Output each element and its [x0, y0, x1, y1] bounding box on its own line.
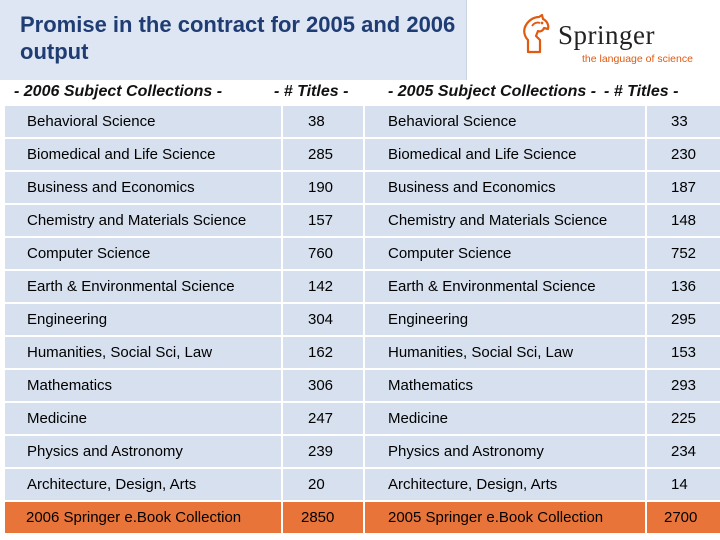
- titles-2006-cell: 157: [283, 205, 363, 236]
- subject-2006-cell: Earth & Environmental Science: [5, 271, 281, 302]
- subject-2005-cell: Engineering: [365, 304, 645, 335]
- logo-tagline: the language of science: [582, 53, 693, 65]
- table-row: Architecture, Design, Arts 20 Architectu…: [0, 469, 720, 500]
- table-row: Computer Science 760 Computer Science 75…: [0, 238, 720, 269]
- table-row: Humanities, Social Sci, Law 162 Humaniti…: [0, 337, 720, 368]
- table-row: Biomedical and Life Science 285 Biomedic…: [0, 139, 720, 170]
- titles-2005-cell: 293: [647, 370, 720, 401]
- subject-2006-cell: Mathematics: [5, 370, 281, 401]
- springer-horse-icon: [523, 14, 550, 54]
- titles-2005-cell: 230: [647, 139, 720, 170]
- subject-2006-cell: Humanities, Social Sci, Law: [5, 337, 281, 368]
- titles-2006-cell: 20: [283, 469, 363, 500]
- table-row: Behavioral Science 38 Behavioral Science…: [0, 106, 720, 137]
- table-row: Medicine 247 Medicine 225: [0, 403, 720, 434]
- subject-2006-cell: Computer Science: [5, 238, 281, 269]
- table-row: Physics and Astronomy 239 Physics and As…: [0, 436, 720, 467]
- subject-2006-cell: Biomedical and Life Science: [5, 139, 281, 170]
- table-row: Mathematics 306 Mathematics 293: [0, 370, 720, 401]
- title-box: Promise in the contract for 2005 and 200…: [0, 0, 467, 80]
- subject-2006-cell: Medicine: [5, 403, 281, 434]
- total-2006-label: 2006 Springer e.Book Collection: [5, 502, 281, 533]
- titles-2006-cell: 38: [283, 106, 363, 137]
- column-header-2006-subjects: - 2006 Subject Collections -: [14, 83, 223, 100]
- totals-row: 2006 Springer e.Book Collection 2850 200…: [0, 502, 720, 533]
- titles-2005-cell: 136: [647, 271, 720, 302]
- collections-table: Behavioral Science 38 Behavioral Science…: [0, 106, 720, 535]
- table-row: Business and Economics 190 Business and …: [0, 172, 720, 203]
- subject-2006-cell: Engineering: [5, 304, 281, 335]
- titles-2005-cell: 295: [647, 304, 720, 335]
- titles-2005-cell: 148: [647, 205, 720, 236]
- subject-2005-cell: Computer Science: [365, 238, 645, 269]
- titles-2006-cell: 190: [283, 172, 363, 203]
- subject-2005-cell: Business and Economics: [365, 172, 645, 203]
- titles-2005-cell: 153: [647, 337, 720, 368]
- subject-2005-cell: Physics and Astronomy: [365, 436, 645, 467]
- titles-2006-cell: 239: [283, 436, 363, 467]
- total-2005-titles: 2700: [647, 502, 720, 533]
- subject-2006-cell: Chemistry and Materials Science: [5, 205, 281, 236]
- titles-2006-cell: 142: [283, 271, 363, 302]
- slide-header: Promise in the contract for 2005 and 200…: [0, 0, 720, 80]
- titles-2006-cell: 162: [283, 337, 363, 368]
- subject-2005-cell: Behavioral Science: [365, 106, 645, 137]
- table-row: Engineering 304 Engineering 295: [0, 304, 720, 335]
- titles-2006-cell: 285: [283, 139, 363, 170]
- slide-title: Promise in the contract for 2005 and 200…: [20, 12, 456, 64]
- subject-2006-cell: Physics and Astronomy: [5, 436, 281, 467]
- titles-2006-cell: 760: [283, 238, 363, 269]
- subject-2006-cell: Business and Economics: [5, 172, 281, 203]
- subject-2006-cell: Architecture, Design, Arts: [5, 469, 281, 500]
- titles-2006-cell: 247: [283, 403, 363, 434]
- column-header-2005-titles: - # Titles -: [604, 83, 679, 100]
- titles-2005-cell: 234: [647, 436, 720, 467]
- subject-2005-cell: Medicine: [365, 403, 645, 434]
- titles-2006-cell: 306: [283, 370, 363, 401]
- titles-2006-cell: 304: [283, 304, 363, 335]
- titles-2005-cell: 752: [647, 238, 720, 269]
- table-row: Chemistry and Materials Science 157 Chem…: [0, 205, 720, 236]
- titles-2005-cell: 225: [647, 403, 720, 434]
- subject-2005-cell: Mathematics: [365, 370, 645, 401]
- table-row: Earth & Environmental Science 142 Earth …: [0, 271, 720, 302]
- total-2006-titles: 2850: [283, 502, 363, 533]
- total-2005-label: 2005 Springer e.Book Collection: [365, 502, 645, 533]
- subject-2005-cell: Biomedical and Life Science: [365, 139, 645, 170]
- springer-logo: Springer the language of science: [520, 14, 720, 70]
- titles-2005-cell: 33: [647, 106, 720, 137]
- column-header-2006-titles: - # Titles -: [274, 83, 349, 100]
- subject-2005-cell: Earth & Environmental Science: [365, 271, 645, 302]
- subject-2005-cell: Humanities, Social Sci, Law: [365, 337, 645, 368]
- logo-wordmark: Springer: [558, 20, 655, 50]
- titles-2005-cell: 14: [647, 469, 720, 500]
- subject-2005-cell: Architecture, Design, Arts: [365, 469, 645, 500]
- column-header-2005-subjects: - 2005 Subject Collections -: [388, 83, 597, 100]
- subject-2005-cell: Chemistry and Materials Science: [365, 205, 645, 236]
- titles-2005-cell: 187: [647, 172, 720, 203]
- subject-2006-cell: Behavioral Science: [5, 106, 281, 137]
